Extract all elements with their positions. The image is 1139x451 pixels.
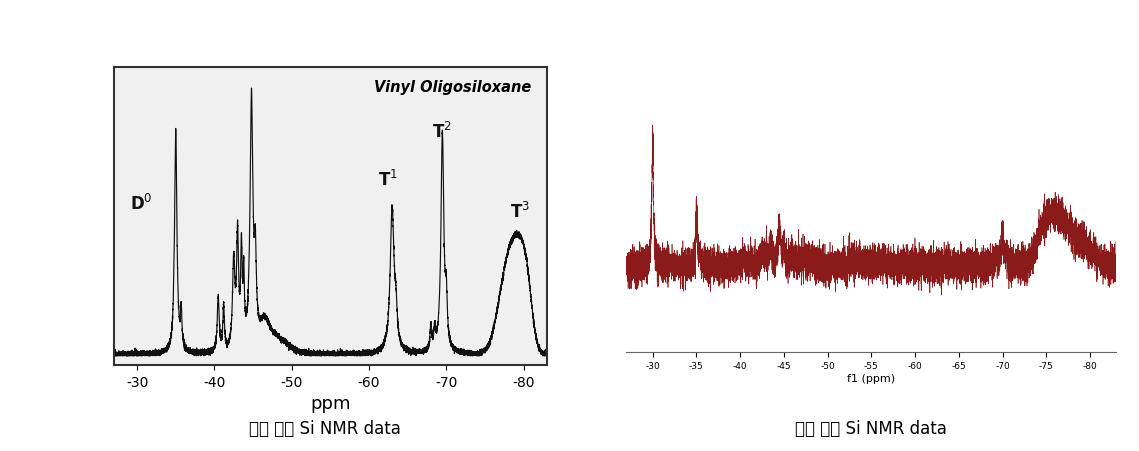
Text: T$^3$: T$^3$: [509, 202, 530, 222]
X-axis label: f1 (ppm): f1 (ppm): [847, 373, 895, 383]
Text: Vinyl Oligosiloxane: Vinyl Oligosiloxane: [374, 79, 531, 95]
Text: D$^0$: D$^0$: [130, 194, 153, 214]
Text: 합성 물질 Si NMR data: 합성 물질 Si NMR data: [795, 419, 948, 437]
Text: T$^1$: T$^1$: [378, 170, 399, 190]
Text: 참고 논문 Si NMR data: 참고 논문 Si NMR data: [248, 419, 401, 437]
X-axis label: ppm: ppm: [310, 395, 351, 413]
Text: T$^2$: T$^2$: [433, 122, 452, 142]
